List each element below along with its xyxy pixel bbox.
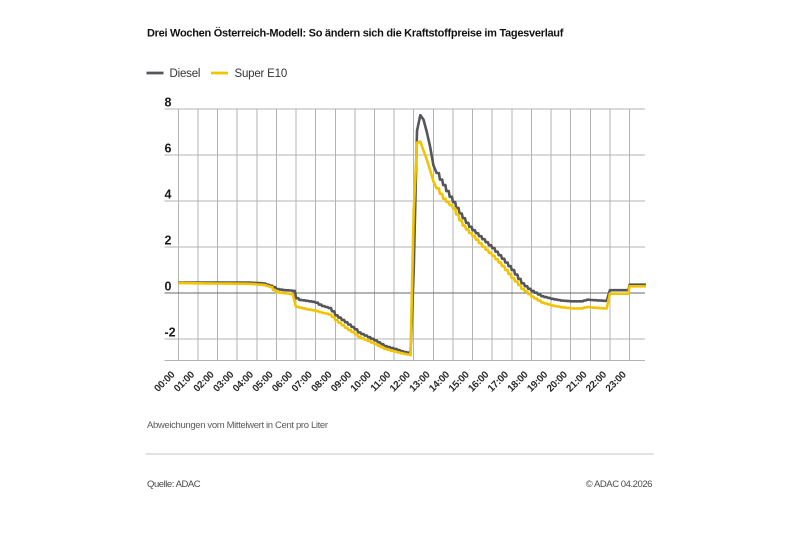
svg-text:8: 8 — [165, 96, 172, 110]
svg-text:4: 4 — [165, 188, 172, 202]
svg-text:Super E10: Super E10 — [235, 68, 288, 80]
svg-text:2: 2 — [165, 234, 172, 248]
svg-text:Diesel: Diesel — [170, 68, 201, 80]
svg-text:© ADAC 04.2026: © ADAC 04.2026 — [586, 479, 652, 490]
svg-text:Drei Wochen Österreich-Modell:: Drei Wochen Österreich-Modell: So ändern… — [147, 26, 564, 39]
svg-text:0: 0 — [165, 280, 172, 294]
svg-text:Quelle: ADAC: Quelle: ADAC — [147, 479, 201, 490]
svg-text:-2: -2 — [165, 326, 176, 340]
svg-text:Abweichungen vom Mittelwert in: Abweichungen vom Mittelwert in Cent pro … — [147, 420, 328, 431]
svg-text:6: 6 — [165, 142, 172, 156]
